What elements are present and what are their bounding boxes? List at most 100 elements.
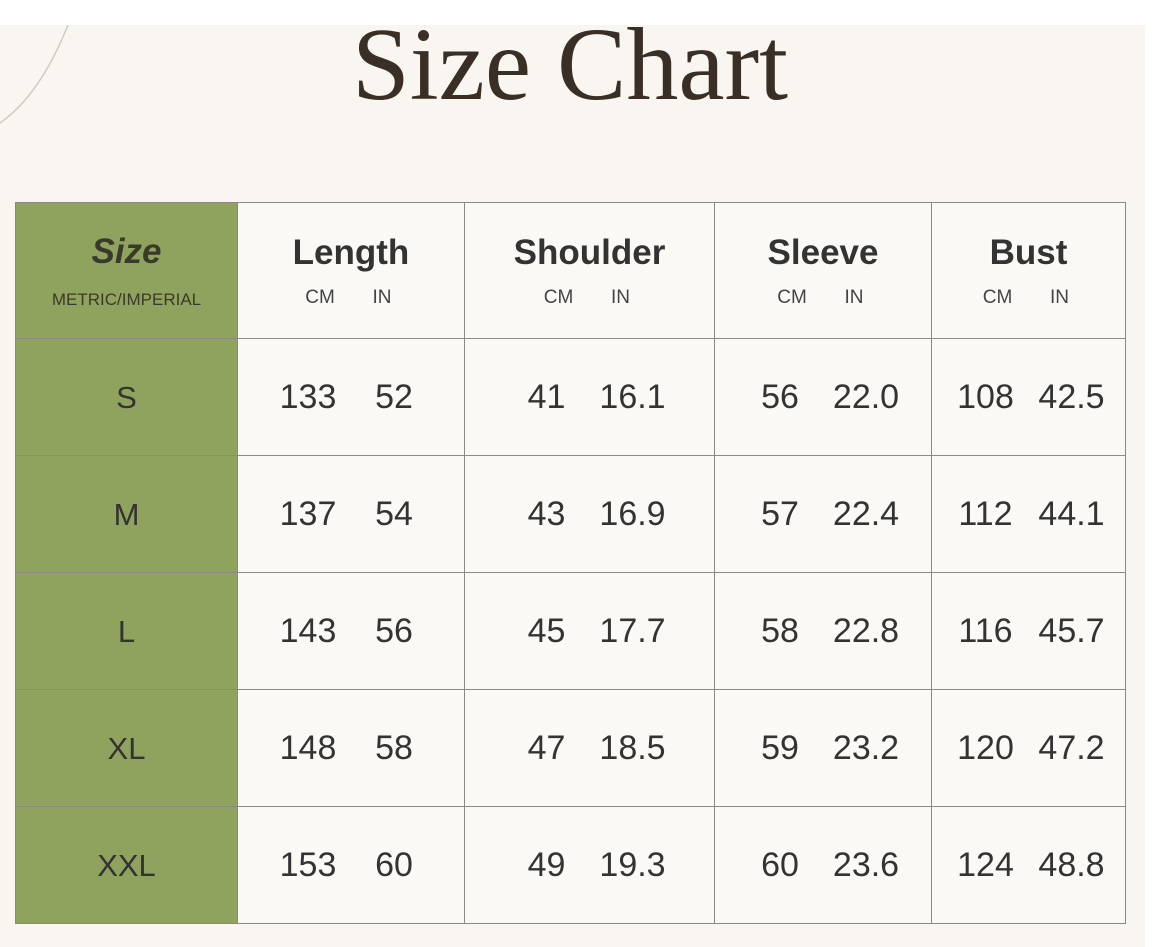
size-label: XXL [97, 847, 156, 883]
column-header-length: Length CM IN [237, 202, 465, 339]
value-in: 22.0 [832, 377, 900, 416]
measurement-cell: 124 48.8 [931, 806, 1126, 924]
column-header-shoulder: Shoulder CM IN [464, 202, 715, 339]
measurement-cell: 143 56 [237, 572, 465, 690]
size-table: Size METRIC/IMPERIAL Length CM IN Shoulder… [15, 202, 1126, 924]
table-row: L 143 56 45 17.7 58 22.8 116 45.7 [15, 572, 1126, 690]
value-cm: 47 [527, 728, 566, 767]
value-in: 18.5 [599, 728, 666, 767]
value-cm: 143 [279, 611, 337, 650]
size-cell: XXL [15, 806, 238, 924]
value-in: 17.7 [599, 611, 666, 650]
measurement-cell: 49 19.3 [464, 806, 715, 924]
unit-cm: CM [982, 286, 1013, 308]
decorative-arc [0, 25, 69, 124]
value-in: 58 [375, 728, 413, 767]
measurement-cell: 56 22.0 [714, 338, 932, 456]
unit-cm: CM [777, 286, 807, 308]
header-row: Size METRIC/IMPERIAL Length CM IN Shoulder… [15, 202, 1126, 339]
size-label: S [116, 379, 137, 415]
value-in: 42.5 [1038, 377, 1105, 416]
size-label: XL [107, 730, 146, 766]
column-header-bust: Bust CM IN [931, 202, 1126, 339]
column-header-sleeve: Sleeve CM IN [714, 202, 932, 339]
table-row: M 137 54 43 16.9 57 22.4 112 44.1 [15, 455, 1126, 573]
measurement-cell: 45 17.7 [464, 572, 715, 690]
value-cm: 57 [761, 494, 799, 533]
value-cm: 45 [527, 611, 566, 650]
value-cm: 148 [279, 728, 337, 767]
measurement-cell: 116 45.7 [931, 572, 1126, 690]
unit-labels: CM IN [238, 287, 464, 309]
size-cell: S [15, 338, 238, 456]
value-cm: 124 [957, 845, 1014, 884]
size-label: M [113, 496, 140, 532]
value-in: 56 [375, 611, 413, 650]
measurement-cell: 137 54 [237, 455, 465, 573]
value-cm: 116 [958, 611, 1013, 650]
value-in: 54 [375, 494, 413, 533]
value-cm: 112 [958, 494, 1013, 533]
unit-cm: CM [543, 286, 574, 308]
measurement-cell: 108 42.5 [931, 338, 1126, 456]
value-in: 52 [375, 377, 413, 416]
size-cell: L [15, 572, 238, 690]
size-header: Size [91, 231, 162, 271]
unit-in: IN [372, 286, 392, 308]
size-header-cell: Size METRIC/IMPERIAL [15, 202, 238, 339]
value-cm: 58 [761, 611, 799, 650]
value-in: 60 [375, 845, 413, 884]
measurement-cell: 148 58 [237, 689, 465, 807]
table-row: XXL 153 60 49 19.3 60 23.6 124 48.8 [15, 806, 1126, 924]
column-name: Length [292, 232, 410, 272]
value-in: 23.6 [832, 845, 900, 884]
measurement-cell: 133 52 [237, 338, 465, 456]
size-subheader: METRIC/IMPERIAL [51, 289, 202, 309]
unit-cm: CM [305, 286, 335, 308]
measurement-cell: 43 16.9 [464, 455, 715, 573]
measurement-cell: 120 47.2 [931, 689, 1126, 807]
value-in: 45.7 [1038, 611, 1105, 650]
value-cm: 41 [527, 377, 566, 416]
value-in: 47.2 [1038, 728, 1105, 767]
value-in: 16.1 [599, 377, 666, 416]
value-cm: 49 [527, 845, 566, 884]
value-in: 19.3 [599, 845, 666, 884]
unit-in: IN [844, 286, 864, 308]
unit-in: IN [1050, 286, 1069, 308]
value-in: 22.8 [832, 611, 900, 650]
value-cm: 120 [957, 728, 1014, 767]
unit-labels: CM IN [715, 287, 931, 309]
size-cell: XL [15, 689, 238, 807]
value-cm: 153 [279, 845, 337, 884]
value-in: 23.2 [832, 728, 900, 767]
measurement-cell: 57 22.4 [714, 455, 932, 573]
measurement-cell: 112 44.1 [931, 455, 1126, 573]
value-cm: 108 [957, 377, 1014, 416]
measurement-cell: 60 23.6 [714, 806, 932, 924]
value-in: 48.8 [1038, 845, 1105, 884]
value-cm: 43 [527, 494, 566, 533]
measurement-cell: 153 60 [237, 806, 465, 924]
measurement-cell: 59 23.2 [714, 689, 932, 807]
size-label: L [117, 613, 136, 649]
value-cm: 60 [761, 845, 799, 884]
size-cell: M [15, 455, 238, 573]
value-cm: 137 [279, 494, 337, 533]
value-cm: 133 [279, 377, 337, 416]
value-in: 44.1 [1038, 494, 1105, 533]
page-title: Size Chart [351, 7, 789, 122]
value-cm: 59 [761, 728, 799, 767]
table-row: S 133 52 41 16.1 56 22.0 108 42.5 [15, 338, 1126, 456]
value-cm: 56 [761, 377, 799, 416]
measurement-cell: 58 22.8 [714, 572, 932, 690]
value-in: 16.9 [599, 494, 666, 533]
column-name: Bust [989, 232, 1068, 272]
unit-labels: CM IN [932, 287, 1125, 309]
unit-labels: CM IN [465, 287, 714, 309]
unit-in: IN [611, 286, 630, 308]
value-in: 22.4 [832, 494, 900, 533]
measurement-cell: 41 16.1 [464, 338, 715, 456]
column-name: Shoulder [513, 232, 666, 272]
table-row: XL 148 58 47 18.5 59 23.2 120 47.2 [15, 689, 1126, 807]
